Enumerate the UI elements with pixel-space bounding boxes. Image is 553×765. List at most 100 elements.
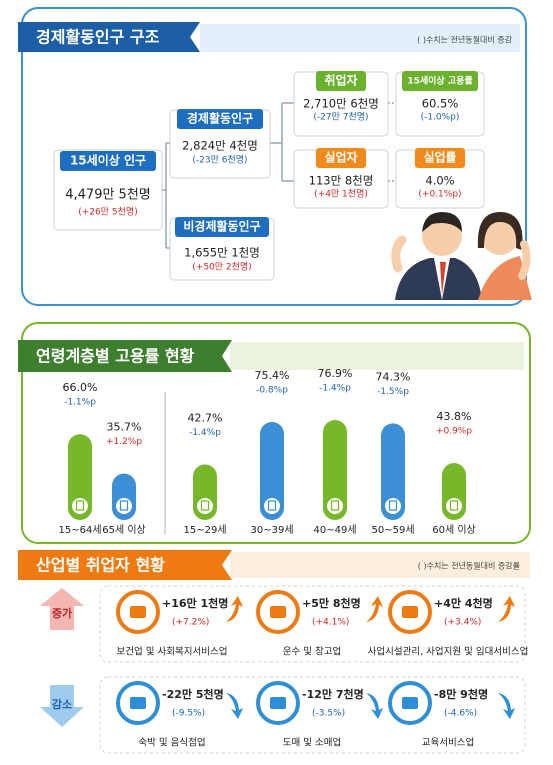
title-stripe xyxy=(200,24,520,52)
node-label: 취업자 xyxy=(324,73,357,88)
node-value: 1,655만 1천명 xyxy=(184,246,260,260)
node-change: (+50만 2천명) xyxy=(192,262,251,273)
industry-name: 교육서비스업 xyxy=(422,737,474,749)
change-label: -1.4%p xyxy=(189,428,221,438)
node-label: 경제활동인구 xyxy=(187,111,253,126)
industry-name: 사업시설관리, 사업지원 및 임대서비스업 xyxy=(368,646,529,658)
bar-icon-doc xyxy=(200,500,210,511)
industry-icon-glyph xyxy=(270,697,286,709)
node-value: 2,824만 4천명 xyxy=(182,139,258,153)
change-label: +0.9%p xyxy=(436,427,472,437)
category-label: 30~39세 xyxy=(250,524,293,536)
category-label: 65세 이상 xyxy=(102,524,146,536)
change-label: -1.5%p xyxy=(377,387,409,397)
node-label-box xyxy=(316,71,366,91)
industry-change: (+3.4%) xyxy=(444,618,481,628)
change-label: -1.1%p xyxy=(64,398,96,408)
trend-arrow xyxy=(366,693,383,719)
node-label: 15세이상 고용률 xyxy=(407,75,472,87)
industry-icon-glyph xyxy=(402,606,418,618)
age-bars: 66.0% -1.1%p 15~64세 35.7% +1.2%p 65세 이상 42.7% -… xyxy=(58,367,475,536)
trend-arrow xyxy=(366,596,383,622)
industry-value: +5만 8천명 xyxy=(302,596,361,610)
node-label: 15세이상 인구 xyxy=(70,153,146,168)
industry-groups: 증가 +16만 1천명 (+7.2%) 보건업 및 사회복지서비스업 +5만 8천명 (+… xyxy=(40,585,529,754)
node-change: (+4만 1천명) xyxy=(314,189,368,200)
bar-icon-doc xyxy=(388,500,398,511)
industry-icon-glyph xyxy=(270,606,286,618)
industry-icon-glyph xyxy=(130,697,146,709)
node-change: (-23만 6천명) xyxy=(192,155,247,166)
category-label: 40~49세 xyxy=(313,524,356,536)
node-change: (-1.0%p) xyxy=(421,113,460,123)
change-label: -0.8%p xyxy=(256,385,288,395)
node-label: 비경제활동인구 xyxy=(183,219,260,234)
value-label: 42.7% xyxy=(188,411,223,424)
section-title: 산업별 취업자 현황 xyxy=(36,556,165,575)
industry-change: (+7.2%) xyxy=(172,618,209,628)
node-change: (-27만 7천명) xyxy=(313,112,368,123)
bar-icon xyxy=(114,496,134,516)
group-row xyxy=(99,676,526,754)
node-value: 113만 8천명 xyxy=(309,174,374,188)
node-label: 실업률 xyxy=(423,150,456,165)
trend-arrow xyxy=(226,596,243,622)
node-label-box xyxy=(415,148,465,168)
industry-change: (-4.6%) xyxy=(444,709,477,719)
group-label: 감소 xyxy=(52,697,72,711)
structure-nodes: 15세이상 인구 4,479만 5천명 (+26만 5천명) 경제활동인구 2,824만… xyxy=(53,71,485,281)
title-stripe xyxy=(230,342,524,370)
bar-icon xyxy=(325,496,345,516)
change-label: -1.4%p xyxy=(319,384,351,394)
bar-icon-doc xyxy=(449,500,459,511)
trend-arrow xyxy=(498,596,515,622)
bar-icon-doc xyxy=(330,500,340,511)
node-label-box xyxy=(177,109,263,129)
bar-icon-doc xyxy=(119,500,129,511)
group-arrow xyxy=(40,685,84,727)
bar-icon xyxy=(444,496,464,516)
category-label: 15~29세 xyxy=(183,524,226,536)
category-label: 50~59세 xyxy=(371,524,414,536)
industry-value: +4만 4천명 xyxy=(434,596,493,610)
node-value: 60.5% xyxy=(422,97,459,111)
value-label: 76.9% xyxy=(318,367,353,380)
title-ribbon xyxy=(18,22,200,52)
change-label: +1.2%p xyxy=(106,437,142,447)
bar-icon-doc xyxy=(75,500,85,511)
node-label-box xyxy=(316,148,366,168)
value-label: 43.8% xyxy=(437,410,472,423)
group-label: 증가 xyxy=(52,606,72,620)
industry-name: 도매 및 소매업 xyxy=(283,737,341,749)
category-label: 15~64세 xyxy=(58,524,101,536)
bar xyxy=(260,421,284,520)
node-value: 4.0% xyxy=(425,174,454,188)
industry-name: 숙박 및 음식점업 xyxy=(138,737,205,749)
value-label: 74.3% xyxy=(376,370,411,383)
node-value: 2,710만 6천명 xyxy=(303,97,379,111)
trend-arrow xyxy=(226,693,243,719)
bar xyxy=(323,420,347,520)
bar-icon xyxy=(383,496,403,516)
note: ( )수치는 전년동월대비 증감 xyxy=(417,35,512,45)
industry-change: (+4.1%) xyxy=(312,618,349,628)
industry-name: 보건업 및 사회복지서비스업 xyxy=(117,646,228,658)
bar-icon xyxy=(70,496,90,516)
value-label: 66.0% xyxy=(63,381,98,394)
note: ( )수치는 전년동월대비 증감률 xyxy=(418,561,520,571)
category-label: 60세 이상 xyxy=(432,524,476,536)
bar xyxy=(381,423,405,520)
industry-change: (-3.5%) xyxy=(312,709,345,719)
title-ribbon xyxy=(18,550,232,580)
node-label-box xyxy=(402,71,478,91)
bar-icon-doc xyxy=(267,500,277,511)
node-change: (+0.1%p) xyxy=(418,190,461,200)
people-illustration xyxy=(391,212,532,300)
value-label: 35.7% xyxy=(107,421,142,434)
title-stripe xyxy=(230,552,530,578)
value-label: 75.4% xyxy=(255,369,290,382)
node-label-box xyxy=(60,151,156,171)
node-change: (+26만 5천명) xyxy=(78,207,137,218)
group-arrow xyxy=(40,588,84,630)
